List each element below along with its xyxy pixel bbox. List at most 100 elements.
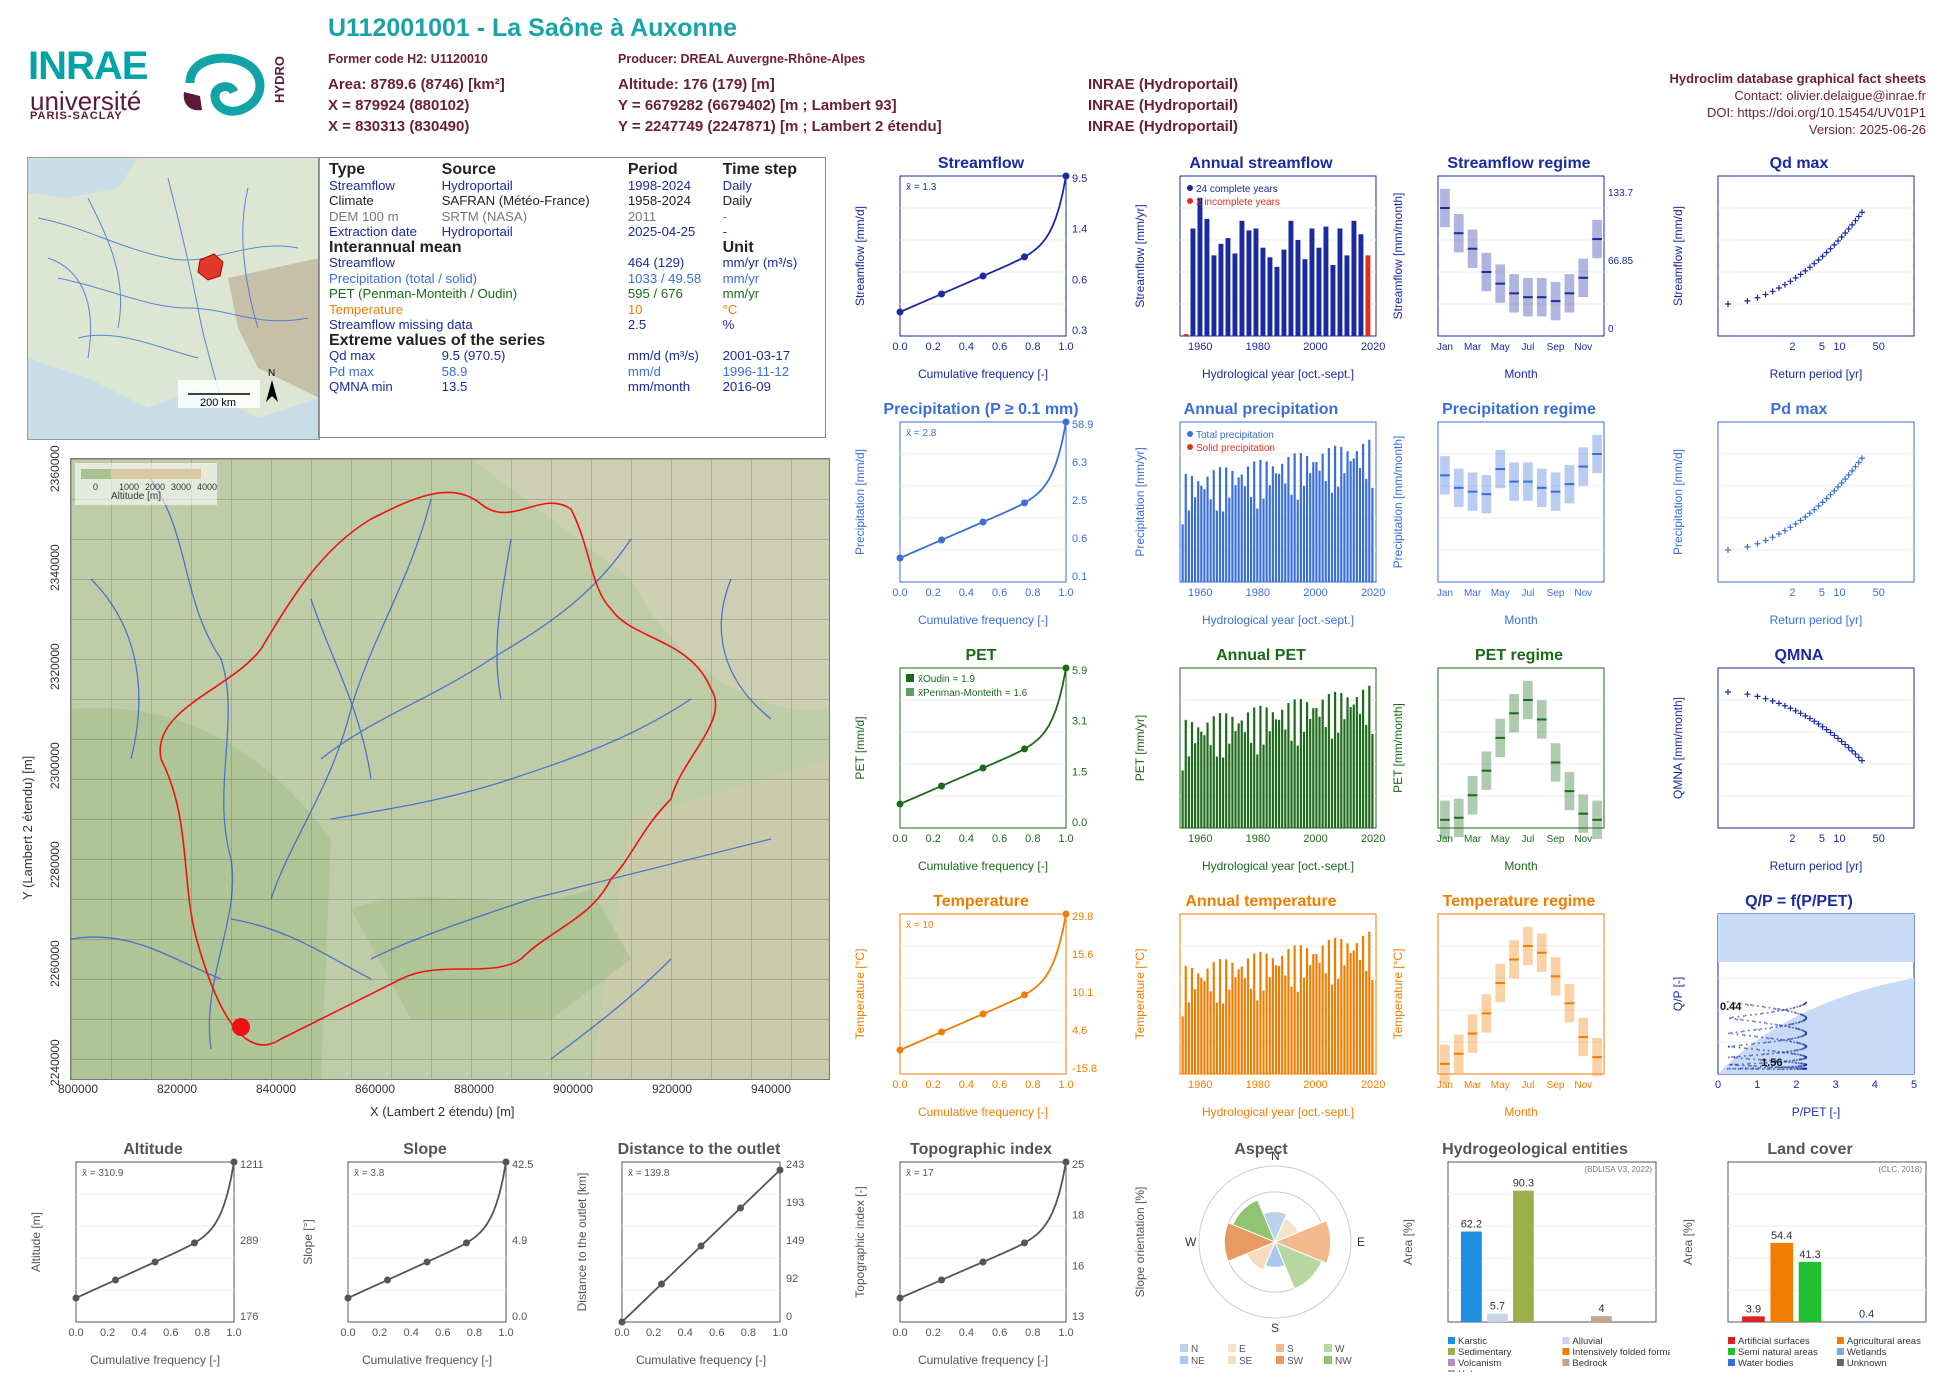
aspect-compass-label: S (1271, 1321, 1279, 1335)
budyko-point (1778, 1068, 1781, 1071)
annual-bar (1295, 240, 1301, 336)
gev-point (1859, 209, 1866, 216)
fdc-point (938, 782, 945, 790)
annual-bar (1267, 257, 1273, 336)
budyko-point (1732, 1001, 1735, 1004)
budyko-point (1733, 1046, 1736, 1049)
legend-swatch (906, 688, 914, 696)
budyko-point (1767, 1049, 1770, 1052)
budyko-point (1793, 1059, 1796, 1062)
annual-bar (1250, 742, 1253, 828)
annual-bar (1288, 220, 1294, 336)
legend-label: Total precipitation (1196, 430, 1274, 441)
fdc-point (938, 290, 945, 298)
legend-label: 2 incomplete years (1196, 197, 1280, 208)
annual-bar (1299, 453, 1302, 582)
budyko-point (1741, 1067, 1744, 1070)
bar-value-label: 62.2 (1461, 1219, 1482, 1231)
chart-ylabel: Temperature [°C] (1391, 949, 1405, 1040)
budyko-point (1797, 1027, 1800, 1030)
fdc-point (423, 1258, 431, 1266)
doi[interactable]: DOI: https://doi.org/10.15454/UV01P1 (1707, 105, 1926, 120)
annual-bar (1212, 716, 1215, 828)
legend-label: Alluvial (1572, 1336, 1602, 1347)
annual-bar (1231, 962, 1234, 1074)
budyko-point (1750, 1068, 1753, 1071)
budyko-point (1774, 1023, 1777, 1026)
x-tick-label: 1.0 (1058, 587, 1073, 599)
legend-swatch (1836, 1348, 1844, 1355)
gev-point (1797, 517, 1804, 524)
gev-point (1725, 689, 1731, 695)
annual-bar (1365, 724, 1368, 828)
annual-bar (1365, 478, 1368, 582)
budyko-point (1791, 1052, 1794, 1055)
contact[interactable]: Contact: olivier.delaigue@inrae.fr (1734, 88, 1926, 103)
annual-bar (1240, 966, 1243, 1074)
plot-area (1437, 175, 1605, 337)
budyko-point (1756, 1053, 1759, 1056)
chart-title: Annual precipitation (1184, 401, 1339, 418)
annual-bar (1218, 713, 1222, 828)
annual-bar (1250, 988, 1253, 1074)
x-tick-label: Jan (1437, 342, 1453, 353)
budyko-point (1805, 1045, 1808, 1048)
budyko-point (1742, 1030, 1745, 1033)
annual-bar (1368, 439, 1371, 582)
chart-xlabel: Cumulative frequency [-] (362, 1353, 492, 1367)
x-tick-label: Jan (1437, 1080, 1453, 1091)
gev-point (1797, 271, 1804, 278)
chart-xlabel: Cumulative frequency [-] (918, 1105, 1048, 1119)
gev-point (1831, 241, 1838, 248)
budyko-point (1804, 1063, 1807, 1066)
budyko-point (1755, 1013, 1758, 1016)
annual-bar (1346, 451, 1349, 582)
annual-bar (1225, 959, 1228, 1074)
fdc-point (384, 1276, 391, 1284)
annual-bar (1284, 975, 1287, 1074)
chart-title: Aspect (1234, 1141, 1288, 1158)
budyko-point (1760, 1012, 1763, 1015)
gev-point (1849, 467, 1856, 474)
budyko-point (1731, 1063, 1734, 1066)
budyko-point (1765, 1022, 1768, 1025)
legend-swatch (1187, 198, 1193, 204)
chart-ylabel: Distance to the outlet [km] (575, 1173, 589, 1312)
chart-temp-fdc: Temperature Cumulative frequency [-] Tempe… (853, 893, 1097, 1119)
annual-bar (1215, 756, 1218, 828)
budyko-point (1762, 1041, 1765, 1044)
annual-bar (1287, 702, 1290, 828)
legend-swatch (1836, 1337, 1844, 1344)
extreme-row: Qd max 9.5 (970.5) mm/d (m³/s) 2001-03-17 (327, 348, 817, 364)
budyko-point (1788, 1066, 1791, 1069)
annual-bar (1260, 247, 1266, 336)
bar-value-label: 0.4 (1859, 1308, 1874, 1320)
budyko-point (1789, 1068, 1792, 1071)
annual-bar (1256, 754, 1259, 828)
aspect-compass-label: N (1271, 1149, 1280, 1163)
info-row-cell: Hydroportail (441, 224, 513, 239)
annual-bar (1237, 723, 1240, 828)
x-tick-label: Jul (1522, 834, 1535, 845)
chart-ylabel: Streamflow [mm/yr] (1133, 204, 1147, 307)
gev-point (1787, 524, 1794, 531)
annual-bar (1324, 481, 1327, 582)
gev-point (1776, 285, 1783, 292)
gev-point (1744, 543, 1751, 550)
gev-point (1845, 225, 1852, 232)
annual-bar (1351, 220, 1357, 336)
gev-point (1835, 237, 1842, 244)
chart-ylabel: PET [mm/month] (1391, 703, 1405, 793)
gev-point (1831, 732, 1838, 739)
gev-point (1725, 547, 1731, 553)
budyko-point (1772, 1068, 1775, 1071)
budyko-point (1728, 1063, 1731, 1066)
info-header-row-cell: Source (441, 161, 496, 178)
x-tick-label: 0.6 (435, 1327, 450, 1339)
x-tick-label: 1 (1754, 1079, 1760, 1091)
x-tick-label: 0.6 (992, 1327, 1007, 1339)
chart-ylabel: Topographic index [-] (853, 1186, 867, 1297)
outlet-marker[interactable] (232, 1018, 250, 1036)
annual-bar (1371, 487, 1374, 582)
